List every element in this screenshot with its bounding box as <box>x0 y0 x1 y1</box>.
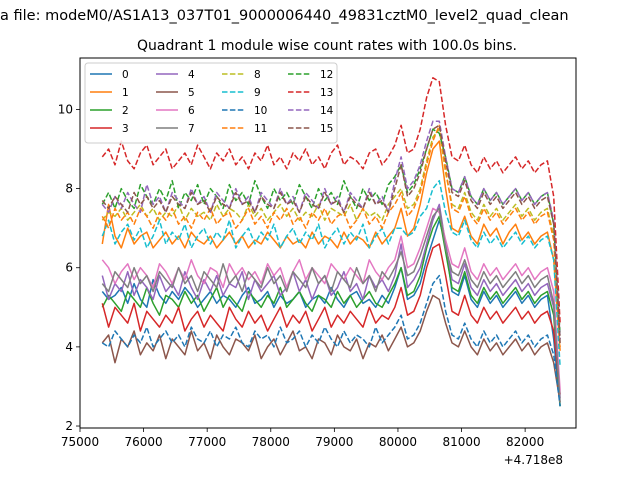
legend-label-12: 12 <box>320 69 333 81</box>
y-tick-label: 4 <box>65 340 73 354</box>
series-line-13 <box>101 77 561 324</box>
y-tick-label: 8 <box>65 182 73 196</box>
x-tick-label: 77000 <box>188 435 226 449</box>
legend-label-5: 5 <box>188 87 195 99</box>
series-line-9 <box>101 179 561 367</box>
axes: 75000 76000 77000 78000 79000 80000 81000 82000… <box>58 102 545 449</box>
series-line-10 <box>101 274 561 407</box>
series-line-14 <box>101 120 561 340</box>
legend-label-15: 15 <box>320 123 333 135</box>
legend-label-6: 6 <box>188 105 195 117</box>
legend-label-1: 1 <box>122 87 129 99</box>
chart-title: Quadrant 1 module wise count rates with … <box>137 38 517 54</box>
legend-label-7: 7 <box>188 123 195 135</box>
series-line-3 <box>101 243 561 395</box>
legend-label-8: 8 <box>254 69 261 81</box>
legend-label-0: 0 <box>122 69 129 81</box>
series-line-2 <box>101 215 561 407</box>
x-tick-label: 82000 <box>506 435 544 449</box>
x-offset-label: +4.718e8 <box>504 453 563 467</box>
series-line-0 <box>101 219 561 407</box>
legend-label-3: 3 <box>122 123 129 135</box>
legend-label-9: 9 <box>254 87 261 99</box>
legend-label-2: 2 <box>122 105 129 117</box>
series-line-15 <box>101 124 561 343</box>
x-tick-label: 76000 <box>124 435 162 449</box>
x-tick-label: 78000 <box>252 435 290 449</box>
legend-label-14: 14 <box>320 105 334 117</box>
legend-label-4: 4 <box>188 69 195 81</box>
y-tick-label: 2 <box>65 419 73 433</box>
legend-label-11: 11 <box>254 123 267 135</box>
y-tick-label: 6 <box>65 261 73 275</box>
series-layer <box>101 77 561 407</box>
figure-suptitle: a file: modeM0/AS1A13_037T01_9000006440_… <box>0 8 569 24</box>
plot-frame <box>79 57 577 429</box>
x-tick-label: 75000 <box>61 435 99 449</box>
series-line-12 <box>101 128 561 336</box>
legend-label-10: 10 <box>254 105 267 117</box>
x-tick-label: 79000 <box>315 435 353 449</box>
series-line-1 <box>101 140 561 351</box>
x-tick-label: 80000 <box>379 435 417 449</box>
series-line-4 <box>101 203 561 399</box>
series-line-7 <box>101 207 561 403</box>
y-tick-label: 10 <box>58 102 73 116</box>
legend-label-13: 13 <box>320 87 333 99</box>
series-line-5 <box>101 294 561 403</box>
legend-box <box>84 62 338 144</box>
series-line-11 <box>101 124 561 347</box>
x-tick-label: 81000 <box>442 435 480 449</box>
